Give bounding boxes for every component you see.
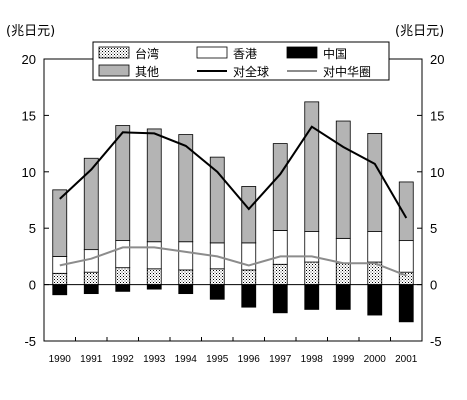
bar-gray-segment (367, 133, 383, 232)
bar-gray-segment (241, 186, 257, 244)
legend-label: 对全球 (233, 64, 269, 79)
bar-negative-segment (398, 284, 414, 323)
bar-dots-segment (178, 269, 194, 286)
legend-swatch (196, 46, 228, 59)
legend-label: 中国 (323, 46, 347, 61)
plot-frame (43, 58, 423, 342)
y-tick-label-left: -5 (24, 334, 36, 349)
x-tick-label: 2000 (364, 354, 387, 365)
bar-white-segment (178, 241, 194, 271)
y-tick-label-right: 15 (430, 108, 444, 123)
bar-negative-segment (146, 284, 162, 290)
bar-dots-segment (335, 262, 351, 285)
legend-swatch (286, 46, 318, 59)
bar-dots-segment (272, 263, 288, 285)
x-tick-label: 1995 (206, 354, 229, 365)
bar-dots-segment (304, 261, 320, 286)
bar-white-segment (272, 230, 288, 265)
y-tick-label-right: 10 (430, 165, 444, 180)
y-tick-label-left: 10 (22, 165, 36, 180)
y-tick-label-left: 0 (29, 278, 36, 293)
bar-gray-segment (178, 134, 194, 243)
bar-dots-segment (209, 268, 225, 286)
x-tick-label: 1997 (269, 354, 292, 365)
bar-gray-segment (335, 120, 351, 239)
x-tick-label: 1996 (238, 354, 261, 365)
x-tick-label: 1991 (80, 354, 103, 365)
legend-swatch (98, 64, 130, 77)
legend-label: 其他 (135, 65, 159, 79)
legend-swatch (98, 46, 130, 59)
bar-gray-segment (272, 143, 288, 231)
right-axis-unit-label: (兆日元) (395, 24, 444, 39)
bar-negative-segment (115, 284, 131, 292)
left-axis-unit-label: (兆日元) (6, 24, 55, 39)
legend-label: 对中华圈 (323, 64, 371, 79)
bar-white-segment (83, 249, 99, 273)
y-tick-label-right: -5 (430, 334, 442, 349)
bar-white-segment (398, 240, 414, 273)
x-tick-label: 1993 (143, 354, 166, 365)
y-tick-label-right: 20 (430, 52, 444, 67)
bar-gray-segment (52, 189, 68, 257)
legend-label: 香港 (233, 47, 257, 61)
y-tick-label-left: 20 (22, 52, 36, 67)
bar-negative-segment (83, 284, 99, 295)
x-tick-label: 1999 (332, 354, 355, 365)
x-tick-label: 2001 (395, 354, 418, 365)
bar-dots-segment (241, 269, 257, 286)
bar-white-segment (367, 231, 383, 263)
y-tick-label-left: 15 (22, 108, 36, 123)
bar-negative-segment (272, 284, 288, 314)
bar-gray-segment (115, 125, 131, 242)
bar-negative-segment (335, 284, 351, 310)
bar-dots-segment (83, 271, 99, 285)
y-tick-label-left: 5 (29, 221, 36, 236)
bar-negative-segment (367, 284, 383, 316)
line-series (59, 125, 408, 219)
bar-negative-segment (178, 284, 194, 295)
bar-gray-segment (304, 101, 320, 232)
legend-box (92, 41, 390, 81)
bar-negative-segment (304, 284, 320, 310)
bar-dots-segment (115, 267, 131, 285)
bar-gray-segment (146, 128, 162, 243)
y-tick-label-right: 0 (430, 278, 437, 293)
bar-dots-segment (52, 272, 68, 286)
bar-dots-segment (146, 268, 162, 286)
bar-negative-segment (241, 284, 257, 308)
bar-gray-segment (83, 157, 99, 251)
bar-white-segment (115, 240, 131, 269)
x-tick-label: 1998 (301, 354, 324, 365)
bar-white-segment (335, 237, 351, 264)
bar-gray-segment (209, 156, 225, 244)
bar-negative-segment (209, 284, 225, 300)
bar-white-segment (146, 241, 162, 270)
bar-negative-segment (52, 284, 68, 296)
x-tick-label: 1990 (49, 354, 72, 365)
y-tick-label-right: 5 (430, 221, 437, 236)
x-tick-label: 1994 (175, 354, 198, 365)
legend-label: 台湾 (135, 46, 159, 61)
x-tick-label: 1992 (112, 354, 135, 365)
line-series (59, 246, 407, 277)
bar-gray-segment (398, 181, 414, 242)
